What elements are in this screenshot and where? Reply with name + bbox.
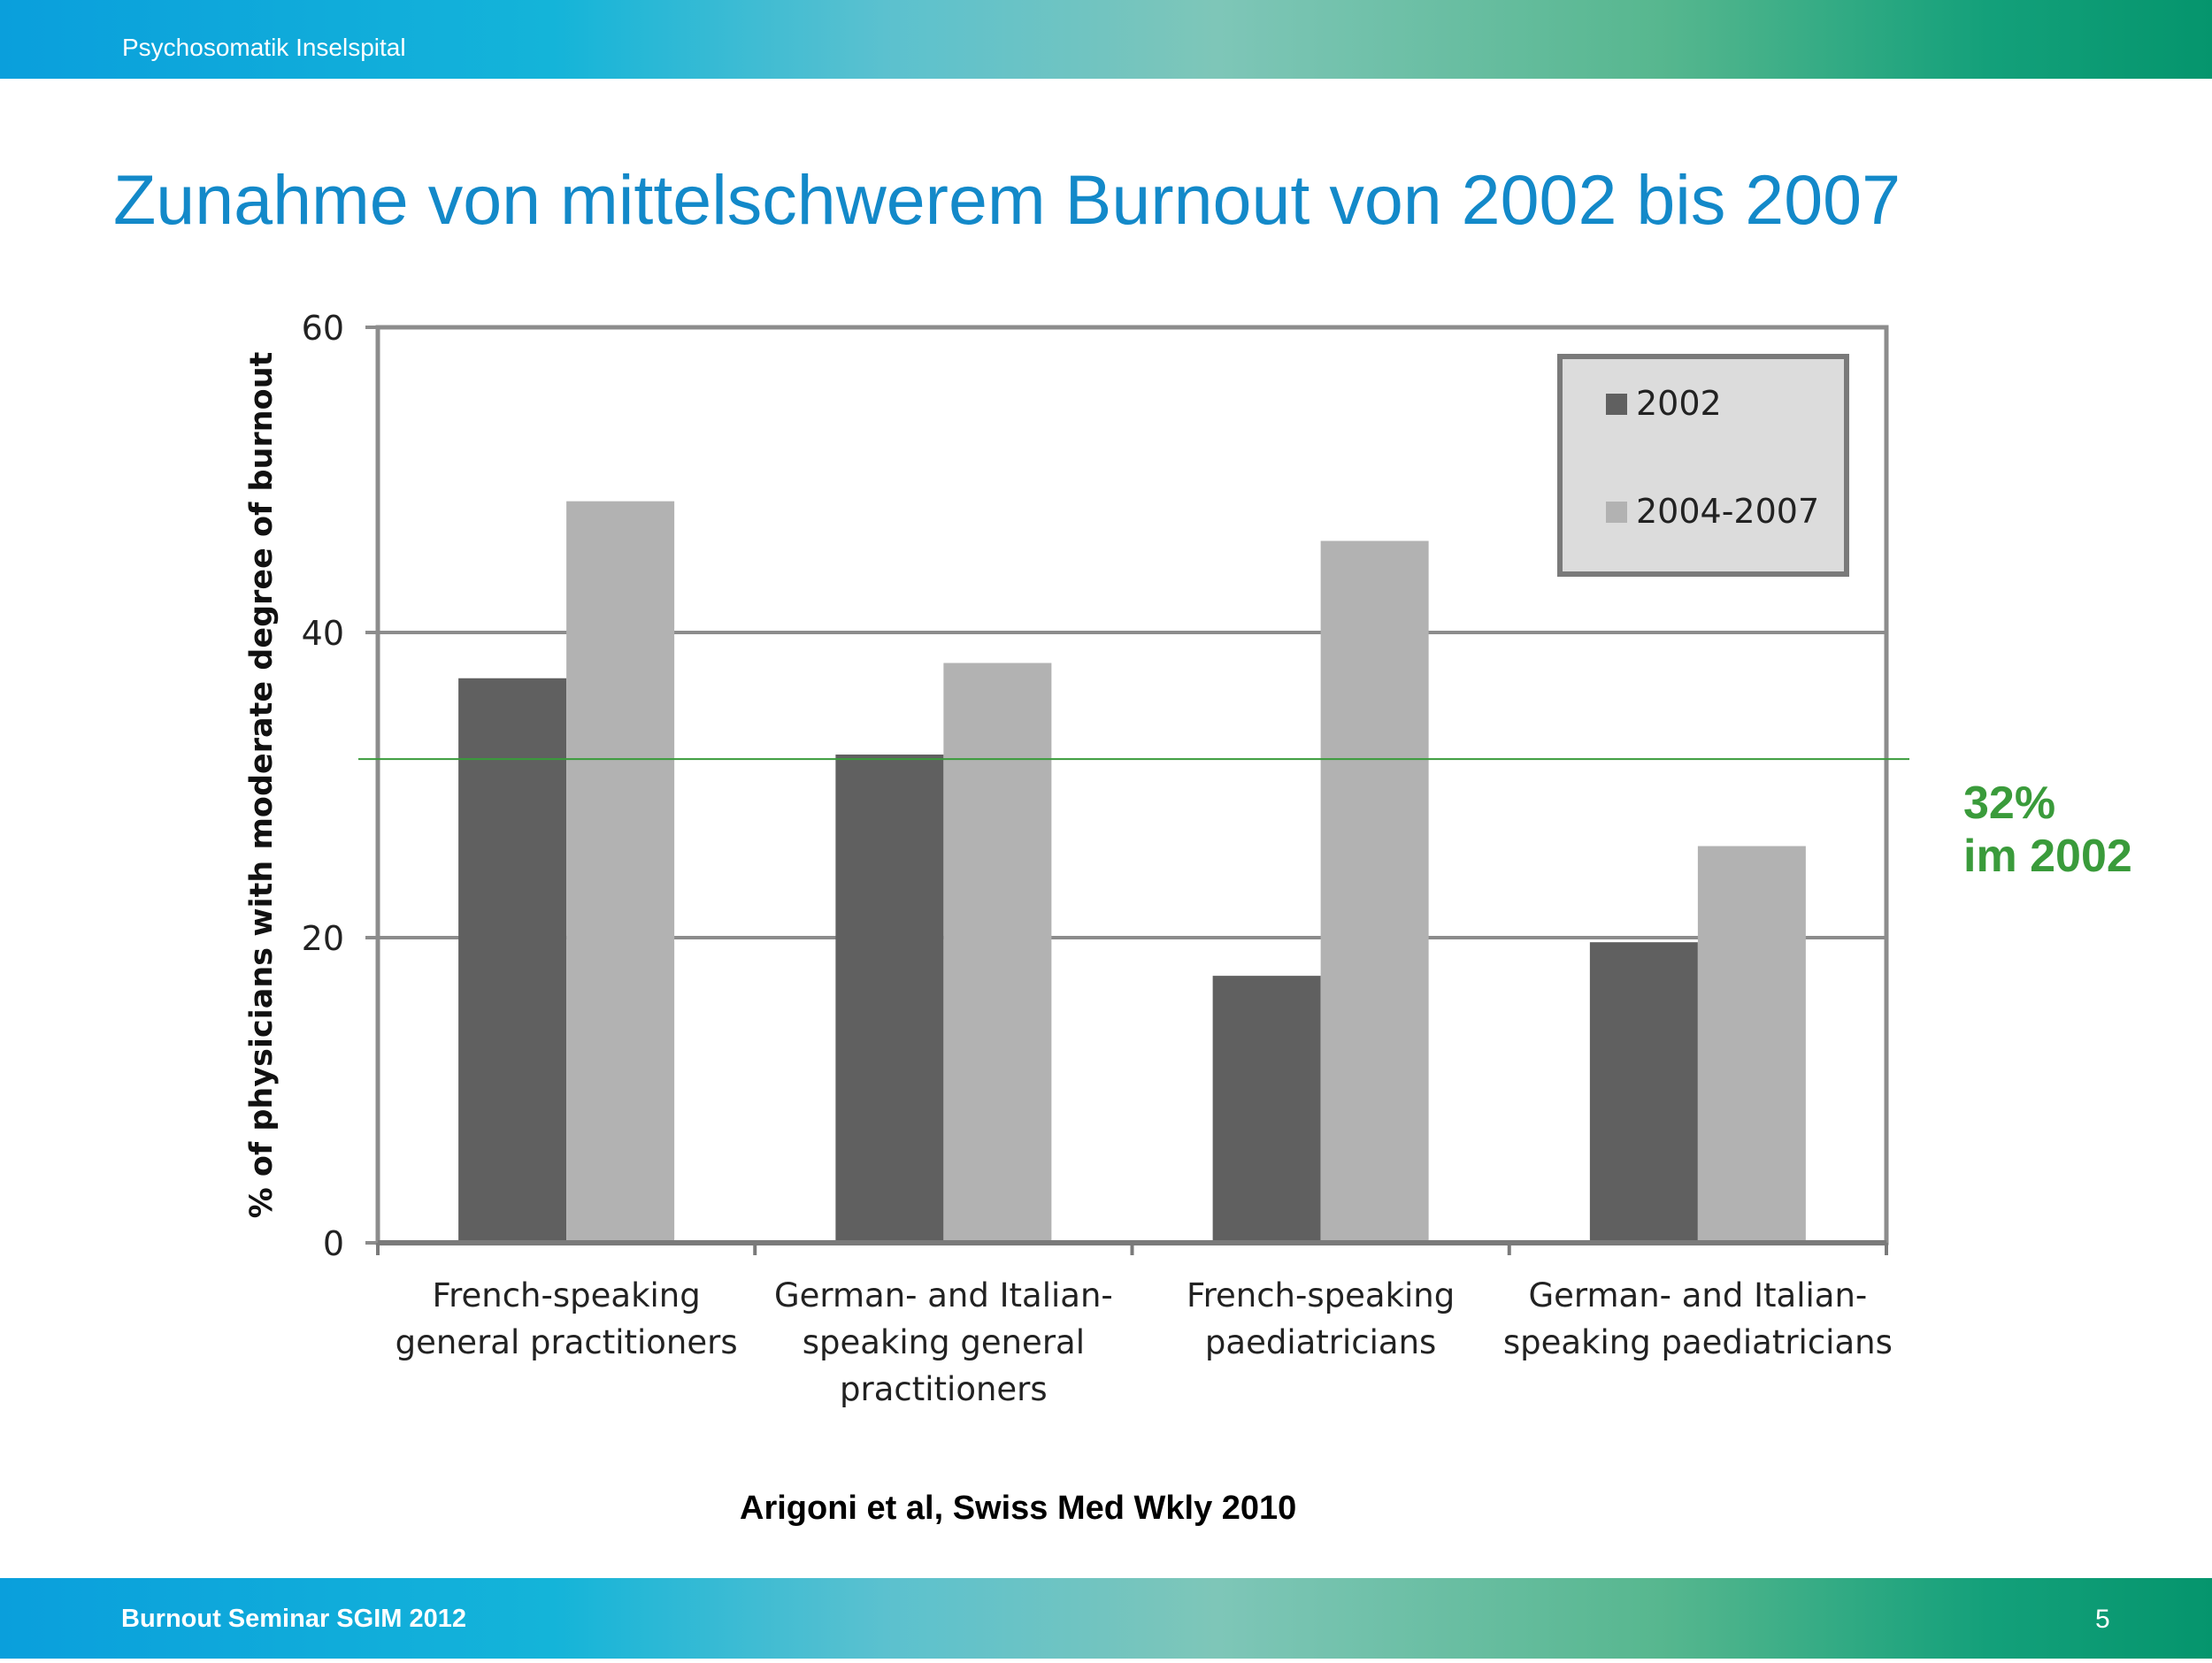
bar-2004-2007-3 (1697, 846, 1806, 1243)
legend-label: 2004-2007 (1636, 492, 1819, 531)
slide-title: Zunahme von mittelschwerem Burnout von 2… (113, 160, 1901, 239)
legend-swatch-2002 (1606, 394, 1627, 415)
y-tick-label: 60 (302, 309, 344, 348)
bar-2002-2 (1212, 976, 1321, 1243)
reference-annotation: 32% im 2002 (1963, 777, 2132, 883)
page-number: 5 (2095, 1605, 2110, 1634)
x-category-label: German- and Italian-speaking paediatrici… (1503, 1276, 1893, 1361)
footer-event: Burnout Seminar SGIM 2012 (121, 1605, 466, 1633)
x-category-label: French-speaking general practitioners (396, 1276, 738, 1361)
x-category-label: French-speaking paediatricians (1187, 1276, 1455, 1361)
header-org-name: Psychosomatik Inselspital (122, 34, 406, 61)
y-tick-label: 40 (302, 614, 344, 653)
legend-label: 2002 (1636, 384, 1722, 423)
bar-2002-0 (458, 678, 567, 1243)
bar-2002-1 (835, 755, 944, 1243)
bar-2004-2007-0 (566, 501, 675, 1243)
header-bar: Psychosomatik Inselspital (0, 0, 2212, 79)
bar-2004-2007-2 (1320, 540, 1429, 1243)
y-tick-label: 20 (302, 919, 344, 958)
bar-2004-2007-1 (943, 663, 1052, 1243)
annotation-year: im 2002 (1963, 831, 2132, 882)
bar-2002-3 (1589, 942, 1698, 1243)
legend-box (1557, 354, 1849, 577)
annotation-percent: 32% (1963, 778, 2056, 829)
legend-swatch-2004-2007 (1606, 502, 1627, 523)
footer-bar: Burnout Seminar SGIM 2012 5 (0, 1578, 2212, 1659)
y-tick-label: 0 (323, 1224, 344, 1263)
y-axis-label: % of physicians with moderate degree of … (244, 352, 280, 1219)
x-category-label: German- and Italian-speaking general prac… (774, 1276, 1113, 1408)
citation: Arigoni et al, Swiss Med Wkly 2010 (740, 1490, 1297, 1527)
